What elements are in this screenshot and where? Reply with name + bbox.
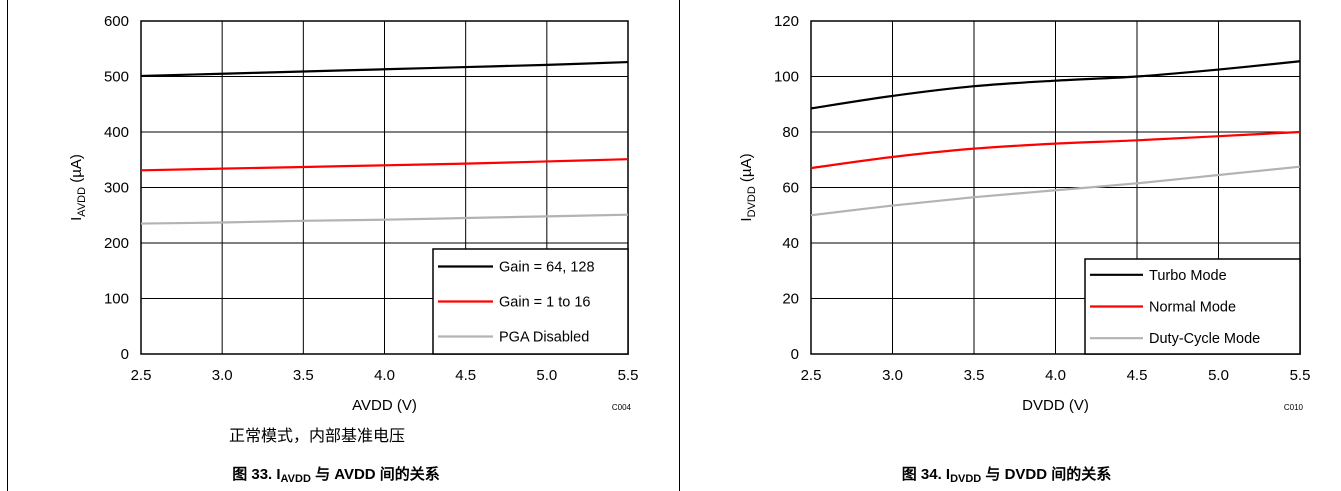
- x-tick-label: 4.0: [1045, 367, 1066, 384]
- caption-subscript: AVDD: [280, 473, 311, 485]
- x-tick-label: 4.5: [455, 367, 476, 384]
- series-line: [810, 130, 1301, 170]
- x-axis-label: AVDD (V): [352, 397, 417, 414]
- left-border-line: [7, 0, 8, 491]
- panel-divider-line: [679, 0, 680, 491]
- y-tick-label: 80: [782, 124, 799, 141]
- legend-label: PGA Disabled: [499, 330, 589, 346]
- series-line: [810, 60, 1301, 110]
- y-tick-label: 600: [104, 13, 129, 30]
- series-line: [810, 165, 1301, 217]
- caption-prefix: 图 33. I: [232, 466, 281, 483]
- chart-code-label: C010: [1284, 403, 1304, 412]
- caption-suffix: 与 DVDD 间的关系: [981, 466, 1112, 483]
- x-tick-label: 3.0: [212, 367, 233, 384]
- x-tick-label: 5.5: [1290, 367, 1311, 384]
- legend-label: Turbo Mode: [1149, 268, 1227, 284]
- x-tick-label: 5.0: [536, 367, 557, 384]
- caption-suffix: 与 AVDD 间的关系: [310, 466, 440, 483]
- x-tick-label: 4.5: [1127, 367, 1148, 384]
- series-line: [140, 213, 629, 225]
- y-tick-label: 100: [774, 69, 799, 86]
- test-condition-note: 正常模式，内部基准电压: [229, 426, 406, 445]
- caption-subscript: DVDD: [950, 473, 982, 485]
- chart-idvdd-vs-dvdd: 2.5 3.0 3.5 4.0 4.5 5.0 5.5 0 20 40 60 80 100 120 DVDD…: [738, 13, 1311, 414]
- y-tick-label: 120: [774, 13, 799, 30]
- chart-code-label: C004: [612, 403, 632, 412]
- plot-frame: [140, 20, 629, 355]
- y-tick-label: 400: [104, 124, 129, 141]
- x-tick-label: 3.5: [964, 367, 985, 384]
- caption-prefix: 图 34. I: [901, 466, 951, 483]
- y-tick-label: 100: [104, 291, 129, 308]
- figure-33-panel: 2.5 3.0 3.5 4.0 4.5 5.0 5.5 0 100 200 300 400 500 600…: [0, 13, 672, 485]
- y-axis-label: IDVDD (µA): [738, 153, 758, 221]
- y-axis-label: IAVDD (µA): [68, 154, 88, 221]
- figure-34-panel: 2.5 3.0 3.5 4.0 4.5 5.0 5.5 0 20 40 60 80 100 120 DVDD…: [672, 0, 1341, 491]
- series-line: [140, 158, 629, 172]
- figure-34-caption: 图 34. IDVDD 与 DVDD 间的关系: [672, 463, 1341, 485]
- plot-frame: [810, 20, 1301, 355]
- chart-iavdd-vs-avdd: 2.5 3.0 3.5 4.0 4.5 5.0 5.5 0 100 200 300 400 500 600…: [68, 13, 639, 414]
- x-tick-label: 2.5: [801, 367, 822, 384]
- y-tick-label: 0: [121, 346, 129, 363]
- x-tick-label: 5.0: [1208, 367, 1229, 384]
- y-tick-label: 200: [104, 235, 129, 252]
- y-tick-label: 500: [104, 69, 129, 86]
- legend-label: Gain = 1 to 16: [499, 295, 591, 311]
- x-tick-label: 5.5: [618, 367, 639, 384]
- figure-33-caption: 图 33. IAVDD 与 AVDD 间的关系: [0, 463, 672, 485]
- y-tick-label: 60: [782, 180, 799, 197]
- y-tick-label: 40: [782, 235, 799, 252]
- legend-label: Duty-Cycle Mode: [1149, 331, 1260, 347]
- x-axis-label: DVDD (V): [1022, 397, 1089, 414]
- x-tick-label: 3.5: [293, 367, 314, 384]
- y-tick-label: 300: [104, 180, 129, 197]
- series-line: [140, 60, 629, 78]
- y-tick-label: 20: [782, 291, 799, 308]
- legend-label: Gain = 64, 128: [499, 260, 595, 276]
- x-tick-label: 3.0: [882, 367, 903, 384]
- x-tick-label: 4.0: [374, 367, 395, 384]
- x-tick-label: 2.5: [131, 367, 152, 384]
- legend-label: Normal Mode: [1149, 300, 1236, 316]
- y-tick-label: 0: [791, 346, 799, 363]
